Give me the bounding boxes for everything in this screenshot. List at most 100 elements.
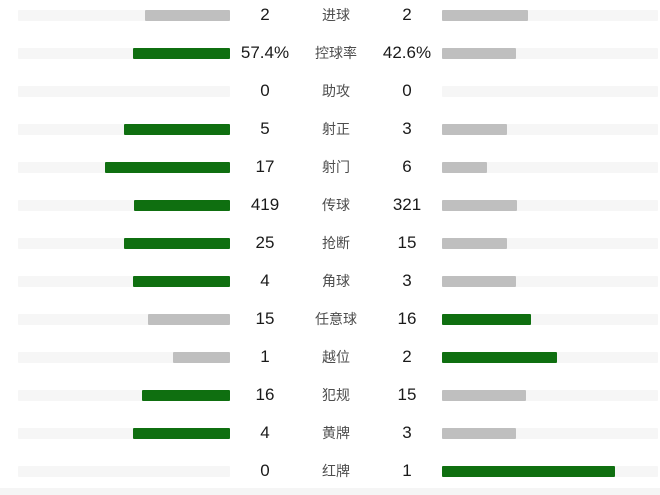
stat-label: 越位: [322, 349, 350, 365]
stat-label: 红牌: [322, 463, 350, 479]
stat-label: 进球: [322, 7, 350, 23]
left-team-value: 16: [255, 385, 275, 404]
left-team-bar-fill: [147, 313, 230, 325]
stat-label: 射门: [322, 159, 350, 175]
stat-row: 0 红牌 1: [0, 452, 660, 490]
right-team-value: 15: [397, 385, 417, 404]
stat-label: 射正: [322, 121, 350, 137]
right-team-bar-track: [442, 389, 658, 401]
right-team-value: 3: [402, 271, 412, 290]
left-team-bar-fill: [104, 161, 230, 173]
right-team-value: 2: [402, 5, 412, 24]
stat-label: 控球率: [315, 45, 357, 61]
left-team-bar-track: [18, 161, 230, 173]
right-team-bar-fill: [442, 427, 517, 439]
left-team-bar-fill: [124, 123, 230, 135]
left-team-bar-fill: [133, 275, 230, 287]
left-team-value: 419: [250, 195, 280, 214]
right-team-bar-fill: [442, 465, 615, 477]
right-team-bar-fill: [442, 9, 529, 21]
right-team-value: 6: [402, 157, 412, 176]
left-team-value: 0: [260, 81, 270, 100]
right-team-bar-fill: [442, 123, 507, 135]
stat-row: 15 任意球 16: [0, 300, 660, 338]
right-team-bar-fill: [442, 237, 507, 249]
right-team-value: 42.6%: [382, 43, 432, 62]
left-team-bar-fill: [173, 351, 230, 363]
right-team-bar-track: [442, 161, 658, 173]
stat-row: 57.4% 控球率 42.6%: [0, 34, 660, 72]
stat-label: 助攻: [322, 83, 350, 99]
stat-row: 4 黄牌 3: [0, 414, 660, 452]
right-team-bar-fill: [442, 389, 526, 401]
stat-row: 5 射正 3: [0, 110, 660, 148]
left-team-value: 2: [260, 5, 270, 24]
left-team-bar-track: [18, 313, 230, 325]
left-team-value: 5: [260, 119, 270, 138]
right-team-value: 3: [402, 423, 412, 442]
right-team-bar-fill: [442, 199, 517, 211]
stat-label: 任意球: [315, 311, 357, 327]
right-team-bar-track: [442, 199, 658, 211]
stat-row: 2 进球 2: [0, 0, 660, 34]
right-team-bar-track: [442, 85, 658, 97]
left-team-bar-fill: [132, 47, 230, 59]
stat-label: 黄牌: [322, 425, 350, 441]
right-team-value: 15: [397, 233, 417, 252]
right-team-value: 0: [402, 81, 412, 100]
stat-row: 16 犯规 15: [0, 376, 660, 414]
left-team-bar-fill: [133, 199, 230, 211]
left-team-bar-track: [18, 427, 230, 439]
stat-label: 角球: [322, 273, 350, 289]
right-team-bar-track: [442, 427, 658, 439]
left-team-bar-track: [18, 237, 230, 249]
left-team-bar-track: [18, 123, 230, 135]
stat-row: 1 越位 2: [0, 338, 660, 376]
right-team-bar-fill: [442, 351, 558, 363]
right-team-bar-fill: [442, 161, 488, 173]
left-team-value: 0: [260, 461, 270, 480]
right-team-bar-track: [442, 465, 658, 477]
left-team-bar-track: [18, 9, 230, 21]
right-team-bar-fill: [442, 313, 532, 325]
right-team-value: 321: [392, 195, 422, 214]
stat-row: 25 抢断 15: [0, 224, 660, 262]
left-team-bar-track: [18, 275, 230, 287]
left-team-bar-fill: [124, 237, 230, 249]
right-team-bar-fill: [442, 47, 516, 59]
left-team-value: 25: [255, 233, 275, 252]
left-team-value: 57.4%: [240, 43, 290, 62]
left-team-bar-track: [18, 389, 230, 401]
stat-label: 抢断: [322, 235, 350, 251]
left-team-bar-track: [18, 47, 230, 59]
bottom-section-divider: [0, 488, 660, 495]
right-team-bar-track: [442, 123, 658, 135]
right-team-bar-track: [442, 351, 658, 363]
right-team-value: 1: [402, 461, 412, 480]
right-team-bar-track: [442, 237, 658, 249]
left-team-bar-fill: [142, 389, 230, 401]
left-team-value: 4: [260, 423, 270, 442]
right-team-value: 16: [397, 309, 417, 328]
right-team-value: 2: [402, 347, 412, 366]
stat-row: 4 角球 3: [0, 262, 660, 300]
left-team-bar-track: [18, 465, 230, 477]
left-team-bar-fill: [133, 427, 230, 439]
stat-row: 419 传球 321: [0, 186, 660, 224]
left-team-bar-fill: [145, 9, 230, 21]
stat-row: 0 助攻 0: [0, 72, 660, 110]
right-team-bar-track: [442, 47, 658, 59]
left-team-bar-track: [18, 199, 230, 211]
right-team-value: 3: [402, 119, 412, 138]
left-team-bar-track: [18, 85, 230, 97]
left-team-value: 1: [260, 347, 270, 366]
stat-label: 传球: [322, 197, 350, 213]
right-team-bar-track: [442, 9, 658, 21]
left-team-bar-track: [18, 351, 230, 363]
right-team-bar-track: [442, 275, 658, 287]
left-team-value: 17: [255, 157, 275, 176]
left-team-value: 15: [255, 309, 275, 328]
stat-row: 17 射门 6: [0, 148, 660, 186]
